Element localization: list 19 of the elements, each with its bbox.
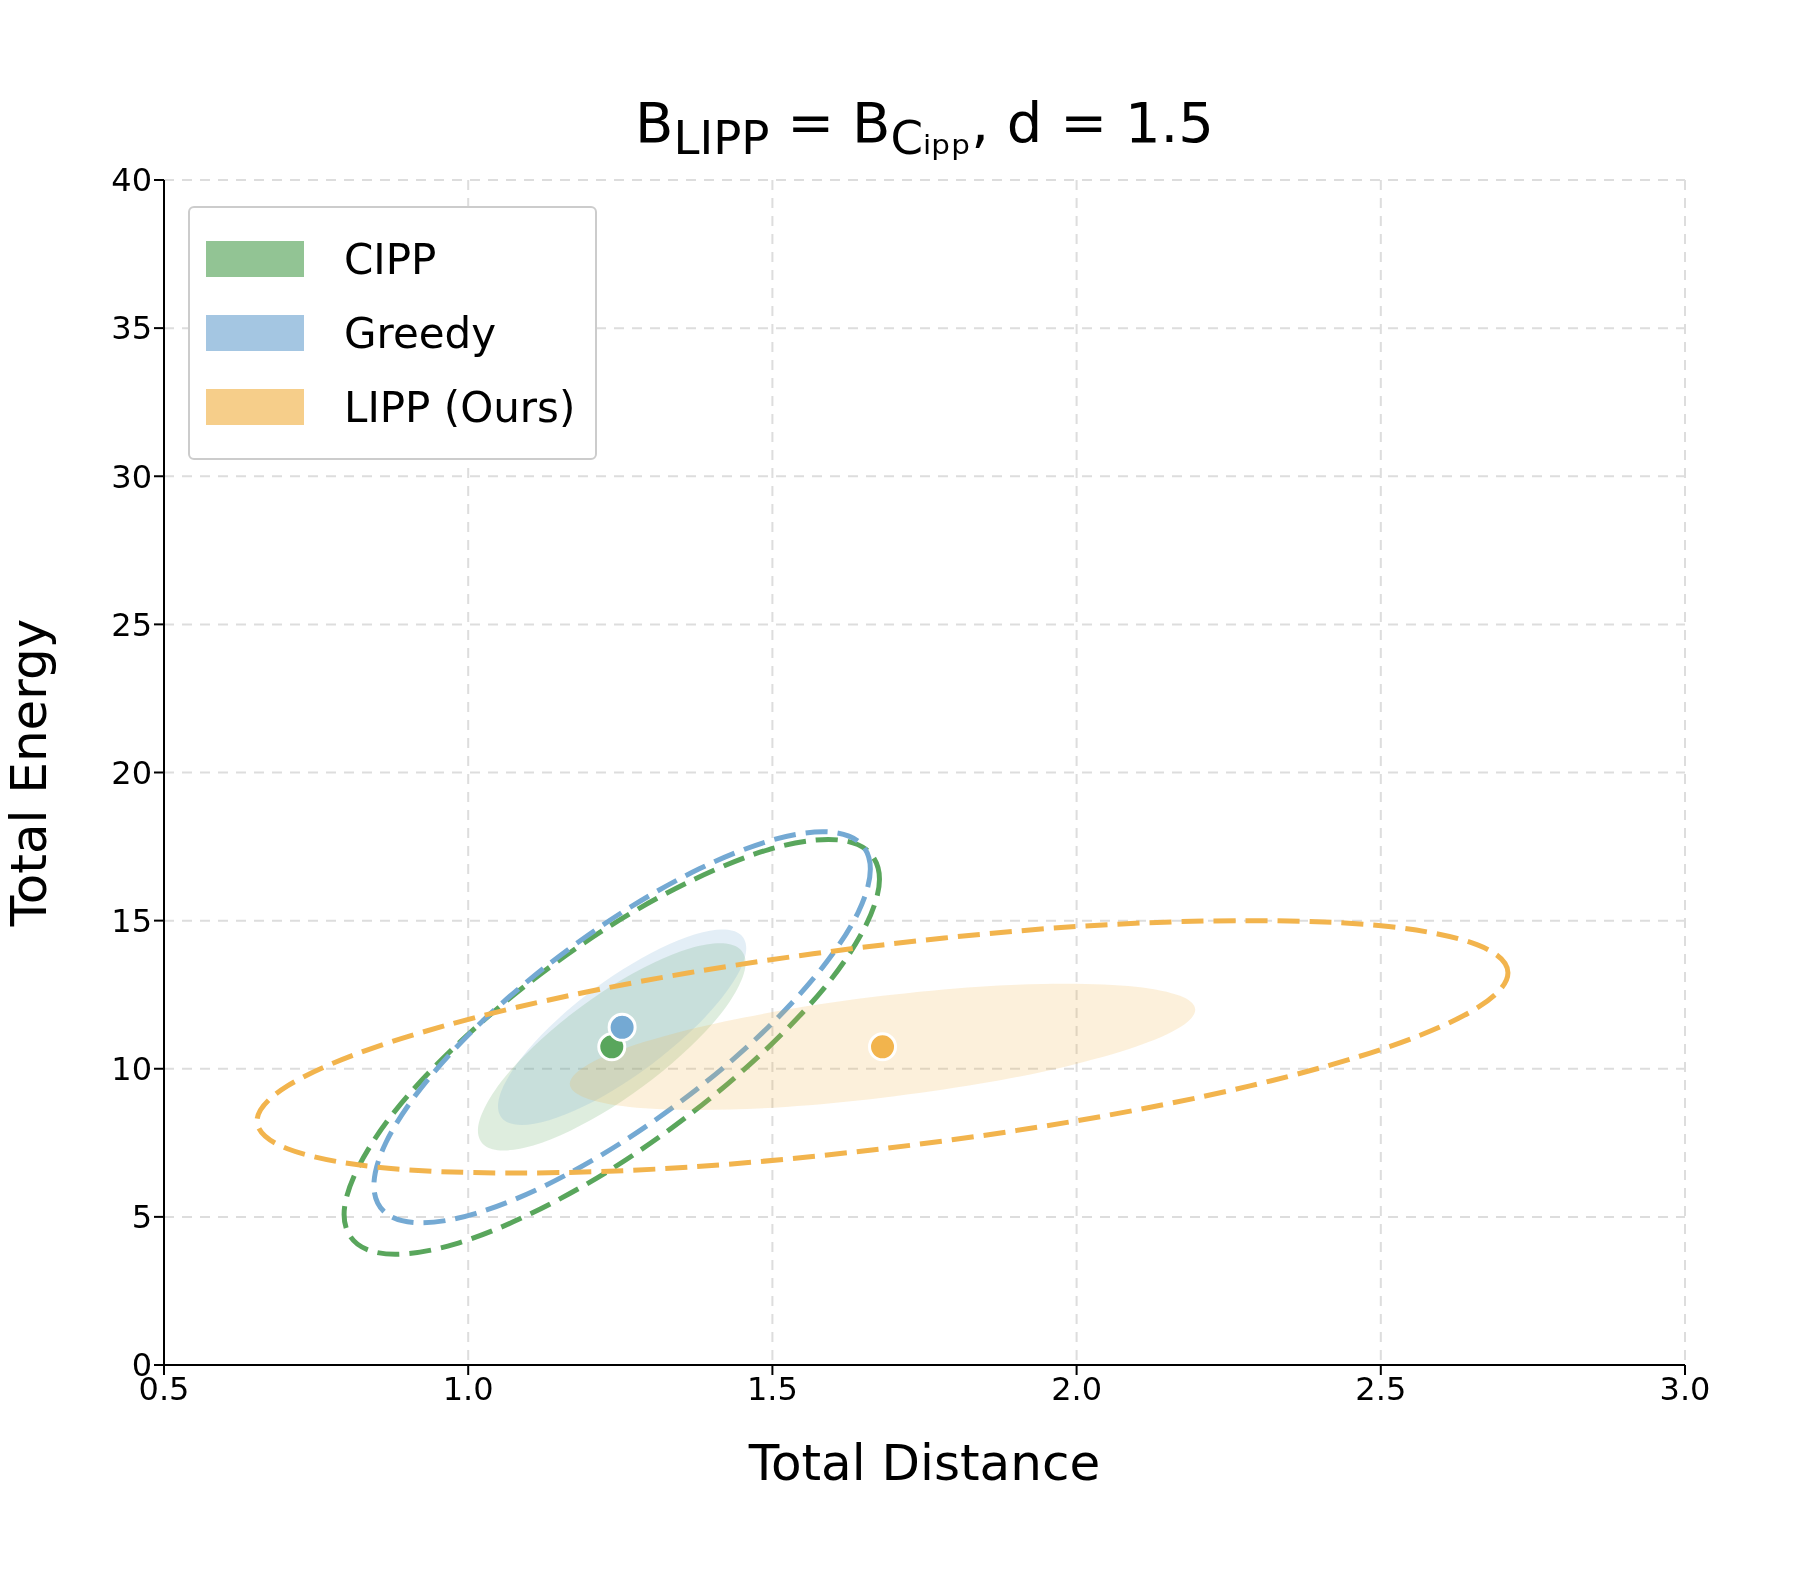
x-tick-label: 2.0: [1051, 1369, 1103, 1408]
legend-label: Greedy: [344, 308, 497, 358]
x-tick-label: 1.0: [442, 1369, 494, 1408]
x-tick-label: 3.0: [1659, 1369, 1711, 1408]
y-tick-label: 40: [111, 161, 152, 200]
y-tick-label: 35: [111, 309, 152, 348]
legend-label: CIPP: [344, 234, 437, 284]
chart-title: B$_{LIPP}$ = B$_{Cᵢₚₚ}$, d = 1.5: [634, 90, 1215, 166]
x-tick-label: 1.5: [746, 1369, 798, 1408]
legend-label: LIPP (Ours): [344, 382, 576, 432]
y-tick-label: 15: [111, 901, 152, 940]
y-tick-label: 20: [111, 753, 152, 792]
y-tick-label: 30: [111, 457, 152, 496]
y-axis-title: Total Energy: [0, 618, 58, 928]
x-axis-title: Total Distance: [747, 1434, 1101, 1492]
x-tick-label: 2.5: [1355, 1369, 1407, 1408]
y-tick-label: 25: [111, 605, 152, 644]
y-tick-label: 10: [111, 1050, 152, 1089]
y-tick-label: 5: [131, 1198, 152, 1237]
